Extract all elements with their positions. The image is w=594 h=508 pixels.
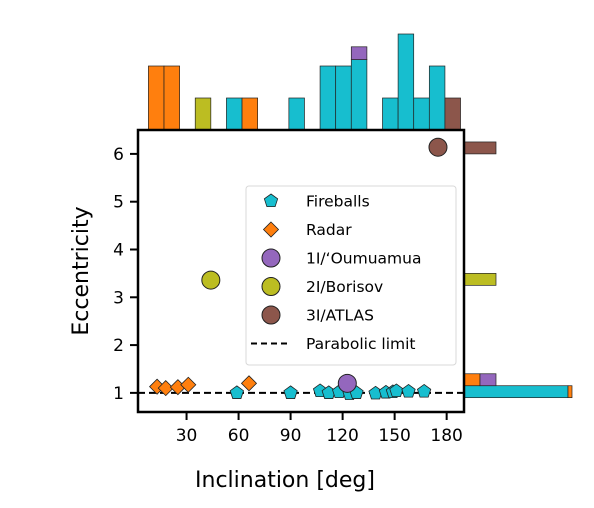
right-hist-bar-radar (567, 385, 573, 399)
y-tick-label: 5 (113, 193, 124, 213)
legend-label: 3I/ATLAS (306, 307, 374, 325)
x-axis-ticks: 30 60 90 120 150 180 (176, 412, 463, 446)
legend-swatch (261, 305, 281, 325)
top-hist-bar-fireballs (335, 65, 352, 131)
legend-label: Fireballs (306, 193, 370, 211)
top-hist-bar-fireballs (413, 97, 430, 131)
legend-entry-fireballs: Fireballs (263, 193, 370, 211)
legend-swatch (261, 277, 281, 296)
point-radar (180, 376, 197, 393)
x-tick-label: 30 (176, 426, 198, 446)
right-hist-bar-fireballs (463, 385, 569, 399)
x-tick-label: 60 (228, 426, 250, 446)
plot-area (136, 128, 466, 414)
top-hist-bar-fireballs (382, 97, 399, 131)
legend-entry-2i-borisov: 2I/Borisov (261, 277, 383, 296)
legend-label: Parabolic limit (306, 335, 416, 353)
legend-swatch (262, 221, 280, 238)
point-fireballs (389, 383, 404, 398)
top-hist-bar-fireballs (350, 59, 368, 131)
right-hist-bar-2i-borisov (463, 273, 497, 286)
right-histogram (463, 141, 573, 399)
point-3i-atlas (428, 137, 448, 157)
top-hist-bar-fireballs (319, 65, 337, 131)
legend-swatch (261, 248, 281, 268)
y-axis-ticks: 1 2 3 4 5 6 (113, 145, 138, 404)
point-fireballs (283, 385, 298, 399)
y-tick-label: 2 (113, 336, 124, 356)
legend-label: 2I/Borisov (306, 278, 383, 296)
x-tick-label: 180 (430, 426, 462, 446)
top-hist-bar-1i-oumuamua (350, 46, 368, 60)
y-tick-label: 6 (113, 145, 124, 165)
x-tick-label: 90 (280, 426, 302, 446)
y-tick-label: 4 (113, 240, 124, 260)
scatter-points (149, 137, 448, 400)
point-2i-borisov (201, 270, 221, 290)
top-hist-bar-radar (241, 97, 258, 131)
right-hist-bar-1i-oumuamua (479, 373, 497, 387)
legend: Fireballs Radar 1I/‘Oumuamua 2I/Borisov 3I/A… (245, 185, 457, 366)
x-tick-label: 150 (378, 426, 410, 446)
top-histogram (148, 33, 461, 131)
x-tick-label: 120 (326, 426, 358, 446)
legend-swatch (263, 193, 279, 208)
point-radar (157, 380, 174, 397)
point-radar (240, 375, 258, 392)
right-hist-bar-3i-atlas (463, 141, 497, 155)
point-fireballs (401, 383, 416, 398)
legend-entry-radar: Radar (262, 221, 352, 239)
y-tick-label: 3 (113, 288, 124, 308)
legend-entry-parabolic-limit: Parabolic limit (251, 335, 416, 353)
top-hist-bar-fireballs (226, 97, 243, 131)
top-hist-bar-radar (163, 65, 180, 131)
y-axis-label: Eccentricity (69, 206, 94, 335)
legend-entry-3i-atlas: 3I/ATLAS (261, 305, 374, 325)
point-fireballs (229, 385, 244, 399)
legend-label: Radar (306, 221, 352, 239)
x-axis-label: Inclination [deg] (195, 468, 375, 493)
top-hist-bar-3i-atlas (444, 97, 461, 131)
top-hist-bar-fireballs (397, 33, 415, 131)
right-hist-bar-radar (463, 373, 481, 387)
top-hist-bar-fireballs (288, 97, 305, 131)
top-hist-bar-2i-borisov (194, 97, 212, 131)
legend-label: 1I/‘Oumuamua (306, 250, 421, 268)
top-hist-bar-fireballs (428, 65, 446, 131)
legend-box (245, 185, 457, 366)
y-tick-label: 1 (113, 384, 124, 404)
legend-entry-1i-oumuamua: 1I/‘Oumuamua (261, 248, 421, 268)
plot-frame (136, 128, 466, 414)
top-hist-bar-radar (148, 65, 165, 131)
point-1i-oumuamua (337, 373, 357, 393)
point-fireballs (416, 383, 432, 398)
